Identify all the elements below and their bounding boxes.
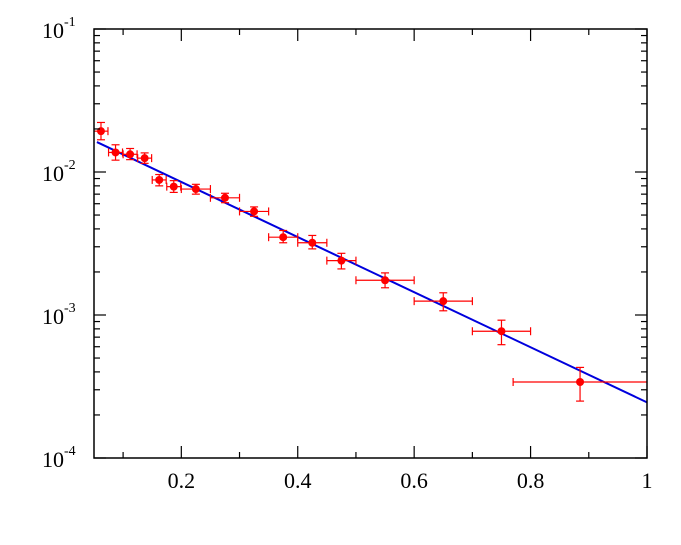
x-tick-label: 0.6 (400, 468, 428, 493)
data-point-13 (355, 272, 415, 289)
x-tick-label: 1 (642, 468, 653, 493)
data-point-4 (137, 152, 153, 164)
fit-line (96, 141, 648, 404)
data-marker (220, 193, 229, 202)
data-point-6 (166, 180, 182, 194)
y-tick-labels: 10-410-310-210-1 (42, 15, 76, 472)
data-point-1 (94, 121, 109, 141)
y-tick-label: 10 -2 (42, 158, 76, 186)
y-tick-exponent: -2 (64, 158, 76, 173)
data-point-9 (238, 206, 270, 217)
y-tick-base: 10 (42, 18, 64, 43)
y-tick-base: 10 (42, 161, 64, 186)
data-point-11 (297, 234, 328, 250)
axis-ticks (94, 28, 648, 459)
plot-frame (93, 28, 648, 459)
data-marker (337, 256, 346, 265)
fit-line-layer (96, 141, 648, 404)
data-point-8 (209, 192, 241, 204)
data-points-layer (94, 121, 647, 402)
x-tick-label: 0.4 (284, 468, 312, 493)
data-marker (191, 185, 200, 194)
data-marker (381, 276, 390, 285)
y-tick-base: 10 (42, 447, 64, 472)
data-marker (111, 148, 120, 157)
data-marker (279, 233, 288, 242)
data-marker (155, 175, 164, 184)
x-tick-label: 0.2 (168, 468, 196, 493)
data-marker (308, 238, 317, 247)
data-point-5 (151, 173, 167, 187)
y-tick-label: 10 -4 (42, 444, 76, 472)
data-marker (439, 297, 448, 306)
data-marker (126, 150, 135, 159)
y-tick-exponent: -3 (64, 301, 76, 316)
x-tick-label: 0.8 (517, 468, 545, 493)
data-point-7 (180, 183, 212, 195)
data-marker (140, 154, 149, 163)
x-tick-labels: 0.2 0.4 0.6 0.8 1 (168, 468, 653, 493)
y-tick-label: 10 -1 (42, 15, 76, 43)
y-tick-exponent: -1 (64, 15, 76, 30)
data-marker (576, 377, 585, 386)
data-point-15 (471, 319, 532, 346)
data-marker (169, 182, 178, 191)
data-marker (497, 327, 506, 336)
y-tick-label: 10 -3 (42, 301, 76, 329)
y-tick-base: 10 (42, 304, 64, 329)
data-point-10 (268, 229, 299, 244)
data-marker (250, 207, 259, 216)
data-point-16 (512, 366, 647, 402)
data-point-2 (107, 144, 124, 161)
y-tick-exponent: -4 (64, 444, 76, 459)
data-point-14 (413, 292, 473, 312)
data-point-3 (122, 147, 138, 161)
data-point-12 (326, 252, 357, 270)
